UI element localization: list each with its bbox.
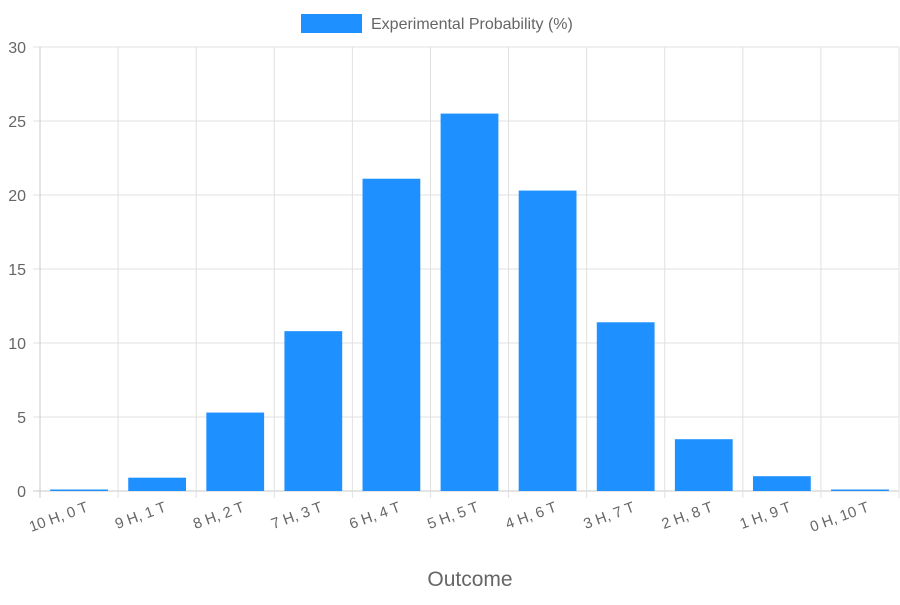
bar[interactable] — [284, 331, 343, 491]
bar[interactable] — [752, 476, 811, 491]
y-tick-label: 5 — [17, 410, 26, 427]
x-tick-label: 3 H, 7 T — [581, 499, 637, 533]
x-tick-label: 7 H, 3 T — [269, 499, 325, 533]
y-tick-label: 25 — [8, 114, 26, 131]
bar[interactable] — [674, 439, 733, 491]
x-axis-title: Outcome — [427, 568, 512, 591]
x-tick-label: 6 H, 4 T — [347, 499, 403, 533]
axes: 0 5 10 15 20 25 30 10 H, 0 T 9 H, 1 T 8 H, 2 T 7 H… — [8, 40, 871, 536]
y-tick-label: 20 — [8, 188, 26, 205]
y-tick-label: 15 — [8, 262, 26, 279]
x-tick-label: 8 H, 2 T — [191, 499, 247, 533]
x-tick-label: 0 H, 10 T — [808, 499, 872, 536]
bar[interactable] — [596, 322, 655, 491]
bar[interactable] — [518, 190, 577, 491]
bars — [50, 113, 889, 492]
bar[interactable] — [362, 178, 421, 491]
x-tick-label: 4 H, 6 T — [503, 499, 559, 533]
legend[interactable]: Experimental Probability (%) — [301, 14, 573, 33]
x-tick-label: 10 H, 0 T — [27, 499, 91, 536]
y-tick-label: 30 — [8, 40, 26, 57]
x-tick-label: 5 H, 5 T — [425, 499, 481, 533]
y-tick-label: 10 — [8, 336, 26, 353]
x-tick-label: 2 H, 8 T — [659, 499, 715, 533]
x-tick-label: 9 H, 1 T — [113, 499, 169, 533]
legend-label[interactable]: Experimental Probability (%) — [371, 16, 573, 33]
bar[interactable] — [440, 113, 499, 491]
bar[interactable] — [50, 489, 108, 492]
legend-swatch[interactable] — [301, 14, 362, 33]
bar[interactable] — [206, 412, 265, 491]
bar[interactable] — [831, 489, 889, 492]
y-tick-label: 0 — [17, 484, 26, 501]
bar[interactable] — [128, 477, 187, 491]
x-tick-label: 1 H, 9 T — [738, 499, 794, 533]
